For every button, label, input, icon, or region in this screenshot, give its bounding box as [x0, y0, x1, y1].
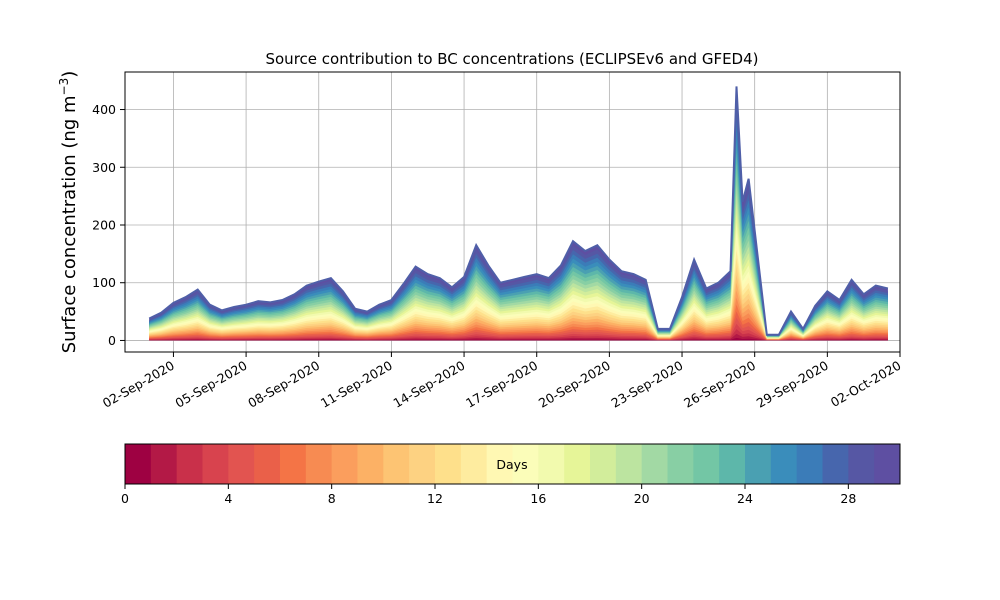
colorbar-swatch: [228, 444, 255, 484]
colorbar-swatch: [615, 444, 643, 484]
colorbar-swatch: [641, 444, 668, 484]
colorbar-swatch: [667, 444, 694, 484]
x-tick-label: 26-Sep-2020: [681, 358, 758, 411]
colorbar-swatch: [460, 444, 488, 484]
colorbar-swatch: [745, 444, 772, 484]
colorbar-swatch: [848, 444, 875, 484]
colorbar-swatch: [202, 444, 229, 484]
y-axis-label: Surface concentration (ng m−3): [57, 71, 80, 354]
x-tick-label: 11-Sep-2020: [318, 358, 395, 411]
colorbar-swatch: [409, 444, 436, 484]
colorbar-swatch: [357, 444, 384, 484]
x-tick-label: 14-Sep-2020: [391, 358, 468, 411]
colorbar-swatch: [383, 444, 410, 484]
area-layer-day-0: [149, 337, 888, 341]
x-tick-label: 29-Sep-2020: [754, 358, 831, 411]
colorbar-swatch: [280, 444, 307, 484]
total-concentration-line: [148, 86, 889, 336]
total-outline: [148, 86, 889, 336]
colorbar-swatch: [564, 444, 591, 484]
x-tick-label: 02-Sep-2020: [100, 358, 177, 411]
colorbar-swatch: [150, 444, 178, 484]
colorbar-tick-label: 8: [328, 491, 336, 506]
x-tick-label: 05-Sep-2020: [173, 358, 250, 411]
colorbar-swatch: [125, 444, 152, 484]
colorbar-swatch: [435, 444, 462, 484]
y-axis-label-close: ): [59, 71, 80, 78]
colorbar-swatch: [331, 444, 358, 484]
colorbar-swatch: [538, 444, 565, 484]
colorbar-tick-label: 16: [530, 491, 546, 506]
colorbar-swatch: [796, 444, 823, 484]
plot-frame: [124, 71, 901, 353]
colorbar-frame: [124, 443, 901, 485]
colorbar-axis: 0 4 8 12 16 20 24 28: [121, 484, 856, 506]
stacked-area-layers: [149, 86, 888, 341]
chart-title: Source contribution to BC concentrations…: [265, 50, 758, 68]
y-tick-label: 0: [108, 333, 116, 348]
x-tick-label: 08-Sep-2020: [245, 358, 322, 411]
colorbar-label: Days: [496, 457, 527, 472]
colorbar: [124, 443, 901, 485]
y-tick-label: 100: [92, 275, 116, 290]
y-tick-label: 200: [92, 217, 116, 232]
area-layer-day-2: [149, 329, 888, 341]
colorbar-swatch: [822, 444, 849, 484]
y-axis: 0 100 200 300 400: [92, 102, 125, 348]
colorbar-tick-label: 0: [121, 491, 129, 506]
x-tick-label: 02-Oct-2020: [828, 358, 904, 410]
x-tick-label: 17-Sep-2020: [463, 358, 540, 411]
x-tick-label: 20-Sep-2020: [536, 358, 613, 411]
y-axis-label-main: Surface concentration (ng m: [59, 95, 80, 353]
colorbar-tick-label: 24: [737, 491, 753, 506]
y-tick-label: 300: [92, 160, 116, 175]
colorbar-swatch: [486, 444, 513, 484]
colorbar-swatch: [254, 444, 281, 484]
y-axis-label-superscript: −3: [57, 78, 71, 96]
colorbar-tick-label: 4: [224, 491, 232, 506]
colorbar-swatch: [770, 444, 798, 484]
colorbar-swatch: [305, 444, 333, 484]
area-layer-day-3: [149, 323, 888, 341]
colorbar-swatch: [512, 444, 539, 484]
colorbar-swatch: [719, 444, 746, 484]
colorbar-tick-label: 12: [427, 491, 443, 506]
colorbar-swatch: [590, 444, 617, 484]
area-layer-day-1: [149, 333, 888, 341]
y-tick-label: 400: [92, 102, 116, 117]
colorbar-swatch: [693, 444, 720, 484]
colorbar-tick-label: 20: [634, 491, 650, 506]
colorbar-swatch: [874, 444, 901, 484]
x-axis: 02-Sep-202005-Sep-202008-Sep-202011-Sep-…: [100, 352, 904, 411]
colorbar-swatch: [176, 444, 203, 484]
colorbar-tick-label: 28: [840, 491, 856, 506]
x-tick-label: 23-Sep-2020: [608, 358, 685, 411]
